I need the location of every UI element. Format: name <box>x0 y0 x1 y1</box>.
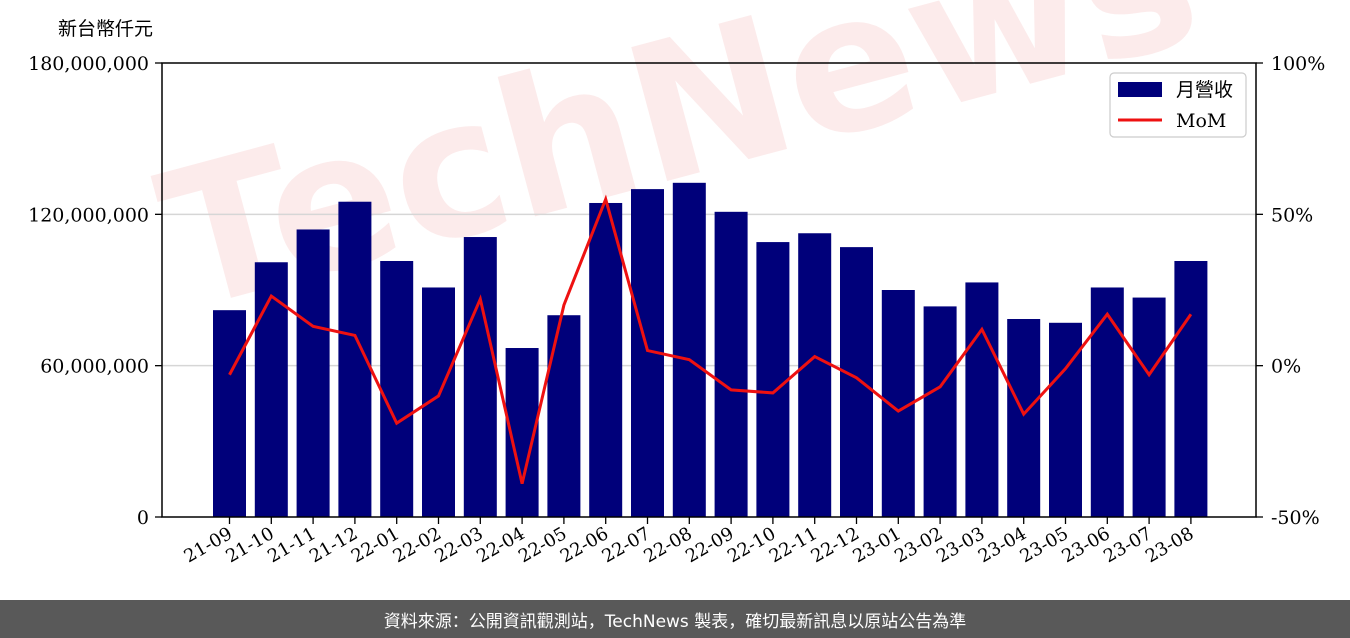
bar <box>1174 260 1208 517</box>
bar <box>923 306 957 517</box>
bar <box>840 247 873 517</box>
x-tick-label: 23-08 <box>1142 523 1197 567</box>
legend-label-revenue: 月營收 <box>1176 79 1233 101</box>
y-tick-label: 180,000,000 <box>28 53 149 75</box>
plot-frame <box>161 62 1257 518</box>
y-tick-label: 120,000,000 <box>28 204 149 226</box>
y-tick-label: 0 <box>137 507 149 529</box>
legend-label-mom: MoM <box>1176 110 1226 132</box>
y-tick-label: 60,000,000 <box>40 356 149 378</box>
bar <box>296 229 330 517</box>
bar <box>547 315 581 517</box>
bar <box>1007 319 1041 517</box>
bar <box>965 282 999 517</box>
y2-tick-label: 100% <box>1271 53 1325 75</box>
y2-tick-label: 0% <box>1271 356 1301 378</box>
legend-swatch-bar <box>1118 82 1162 97</box>
mom-line <box>228 194 1193 485</box>
bar <box>589 202 623 517</box>
y2-tick-label: -50% <box>1271 507 1320 529</box>
bar <box>463 237 497 518</box>
y-axis-label: 新台幣仟元 <box>58 18 154 40</box>
bar <box>1090 287 1124 517</box>
bar <box>380 260 414 517</box>
bar <box>714 211 748 518</box>
bar <box>213 310 246 517</box>
bar <box>1132 297 1166 517</box>
bar <box>254 262 288 517</box>
revenue-chart: 0 60,000,000 120,000,000 180,000,000 -50% 0% 5… <box>28 53 1325 567</box>
y2-tick-label: 50% <box>1271 204 1313 226</box>
bar <box>672 182 706 518</box>
bar <box>798 233 832 517</box>
source-footer: 資料來源：公開資訊觀測站，TechNews 製表，確切最新訊息以原站公告為準 <box>0 600 1350 638</box>
bar <box>756 242 790 518</box>
